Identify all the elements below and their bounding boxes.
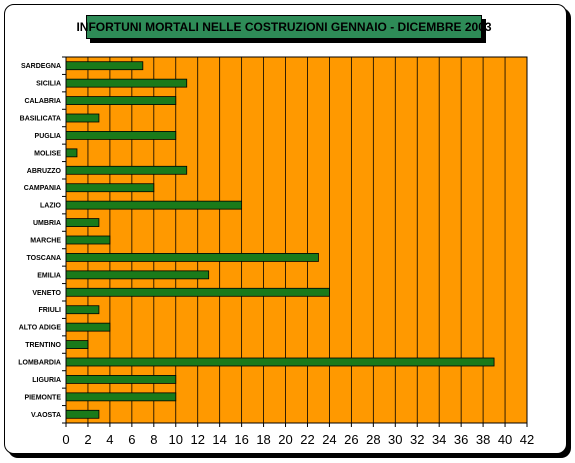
category-label: EMILIA xyxy=(37,272,61,279)
bar xyxy=(65,392,177,402)
bar xyxy=(65,131,177,140)
category-label: VENETO xyxy=(32,290,61,297)
category-label: MARCHE xyxy=(30,238,61,245)
x-tick-label: 32 xyxy=(410,432,424,447)
bar xyxy=(65,200,243,210)
x-tick-label: 36 xyxy=(454,432,468,447)
plot-area xyxy=(65,56,528,424)
category-label: SICILIA xyxy=(36,81,61,88)
category-label: V.AOSTA xyxy=(31,412,61,419)
x-tick-label: 4 xyxy=(106,432,113,447)
category-label: ALTO ADIGE xyxy=(19,325,62,332)
x-tick-label: 18 xyxy=(256,432,270,447)
category-label: MOLISE xyxy=(34,150,61,157)
x-tick-label: 16 xyxy=(234,432,248,447)
x-tick-label: 22 xyxy=(300,432,314,447)
category-label: SARDEGNA xyxy=(21,63,61,70)
chart-title: INFORTUNI MORTALI NELLE COSTRUZIONI GENN… xyxy=(76,15,492,39)
category-label: PIEMONTE xyxy=(24,394,61,401)
category-label: CALABRIA xyxy=(24,98,61,105)
x-tick-label: 12 xyxy=(190,432,204,447)
x-tick-label: 20 xyxy=(278,432,292,447)
category-label: UMBRIA xyxy=(33,220,61,227)
x-tick-label: 10 xyxy=(169,432,183,447)
bar xyxy=(65,253,319,262)
x-tick-label: 28 xyxy=(366,432,380,447)
bar xyxy=(65,287,330,297)
category-label: LAZIO xyxy=(40,203,62,210)
bar xyxy=(65,218,100,227)
bar xyxy=(65,165,188,175)
bar xyxy=(65,183,155,193)
x-tick-label: 6 xyxy=(128,432,135,447)
x-tick-label: 8 xyxy=(150,432,157,447)
bar xyxy=(65,340,89,349)
bar xyxy=(65,113,100,123)
x-tick-label: 42 xyxy=(520,432,534,447)
category-label: FRIULI xyxy=(38,307,61,314)
bar xyxy=(65,61,144,71)
category-label: LIGURIA xyxy=(32,377,61,384)
x-tick-label: 40 xyxy=(498,432,512,447)
x-tick-label: 24 xyxy=(322,432,336,447)
category-label: TRENTINO xyxy=(25,342,61,349)
bar xyxy=(65,78,188,88)
category-label: BASILICATA xyxy=(20,116,61,123)
x-tick-label: 38 xyxy=(476,432,490,447)
x-tick-label: 30 xyxy=(388,432,402,447)
bar xyxy=(65,96,177,105)
bar xyxy=(65,270,210,280)
category-label: PUGLIA xyxy=(35,133,61,140)
bar xyxy=(65,357,495,367)
bar xyxy=(65,305,100,315)
category-label: CAMPANIA xyxy=(24,185,61,192)
bar xyxy=(65,409,100,419)
x-tick-label: 0 xyxy=(62,432,69,447)
bar xyxy=(65,375,177,384)
category-label: TOSCANA xyxy=(27,255,61,262)
bar xyxy=(65,148,78,158)
bar xyxy=(65,322,111,332)
bar xyxy=(65,235,111,245)
x-tick-label: 2 xyxy=(84,432,91,447)
x-tick-label: 26 xyxy=(344,432,358,447)
category-label: LOMBARDIA xyxy=(18,360,61,367)
x-tick-label: 14 xyxy=(212,432,226,447)
category-label: ABRUZZO xyxy=(27,168,62,175)
x-tick-label: 34 xyxy=(432,432,446,447)
